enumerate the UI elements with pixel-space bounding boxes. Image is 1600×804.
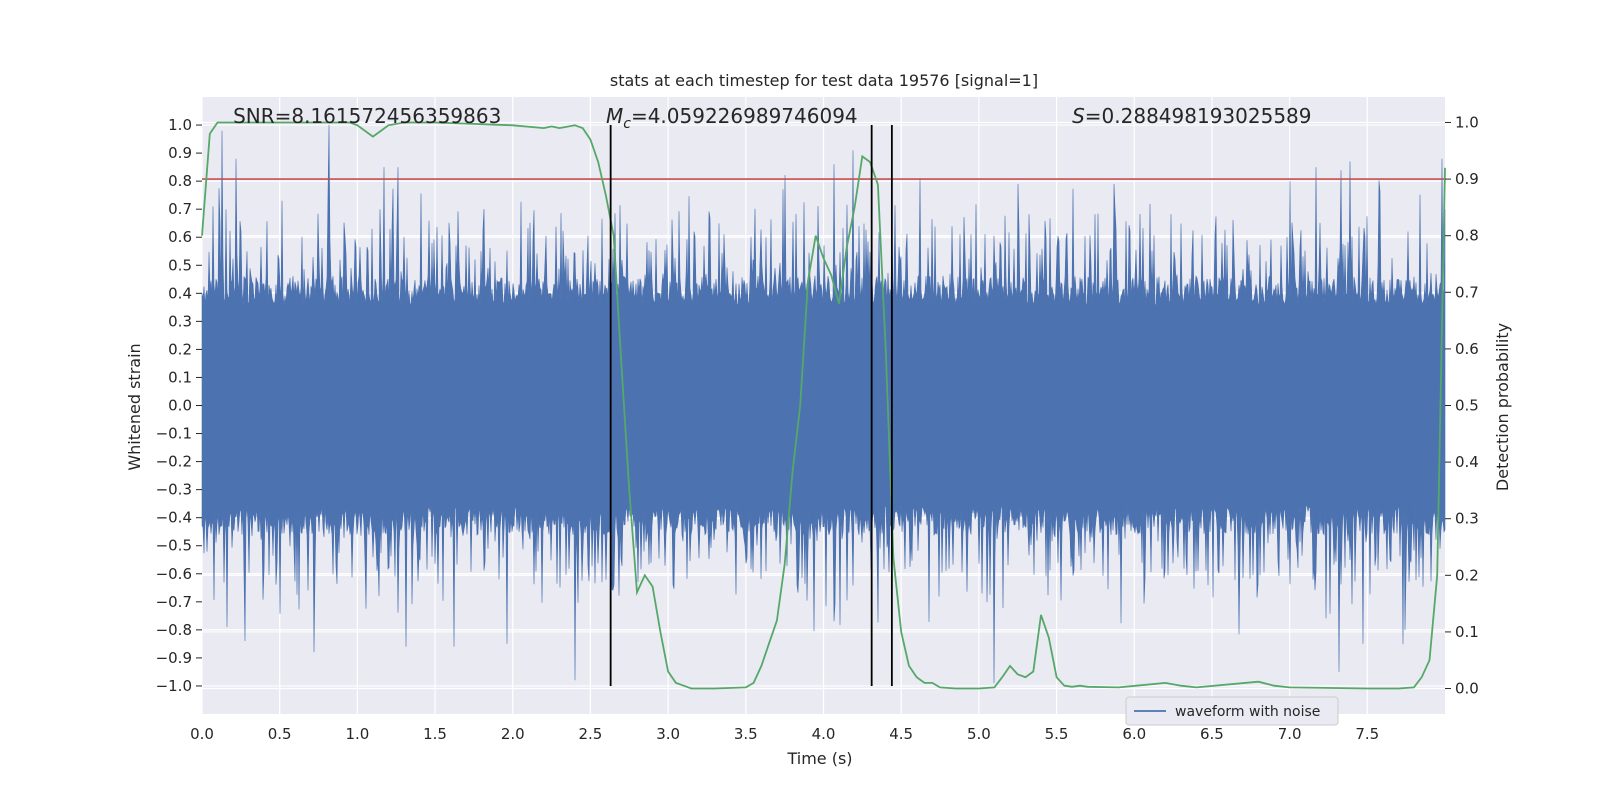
y-tick-label-2: −0.8 xyxy=(156,621,192,639)
y2-tick-label-7: 0.7 xyxy=(1455,283,1479,301)
y-tick-label-7: −0.3 xyxy=(156,481,192,499)
y-tick-label-0: −1.0 xyxy=(156,677,192,695)
x-tick-label-12: 6.0 xyxy=(1122,725,1146,743)
x-axis-ticks: 0.0 0.5 1.0 1.5 2.0 2.5 3.0 3.5 4.0 4.5 5.0 5.5 6.0 6… xyxy=(190,725,1379,743)
y2-tick-label-4: 0.4 xyxy=(1455,453,1479,471)
x-tick-label-0: 0.0 xyxy=(190,725,214,743)
x-tick-label-3: 1.5 xyxy=(423,725,447,743)
y2-tick-label-6: 0.6 xyxy=(1455,340,1479,358)
chirp-mass-subscript: c xyxy=(623,116,631,132)
legend-label-waveform: waveform with noise xyxy=(1175,704,1320,720)
probability-layer xyxy=(201,121,1446,690)
detection-probability-line xyxy=(201,121,1446,690)
annotation-s-statistic: S=0.288498193025589 xyxy=(1072,104,1311,128)
legend-box xyxy=(1125,696,1339,726)
y-tick-label-6: −0.4 xyxy=(156,509,192,527)
y-tick-label-4: −0.6 xyxy=(156,565,192,583)
chirp-mass-value: =4.059226989746094 xyxy=(631,104,858,128)
s-symbol: S xyxy=(1072,104,1085,128)
y-tick-label-17: 0.7 xyxy=(168,200,192,218)
x-tick-label-9: 4.5 xyxy=(889,725,913,743)
x-axis-label: Time (s) xyxy=(786,749,852,768)
y2-tick-label-9: 0.9 xyxy=(1455,170,1479,188)
x-tick-label-5: 2.5 xyxy=(579,725,603,743)
y-axis-label: Whitened strain xyxy=(125,343,144,470)
y2-tick-label-1: 0.1 xyxy=(1455,623,1479,641)
s-value: =0.288498193025589 xyxy=(1085,104,1312,128)
annotation-snr: SNR=8.161572456359863 xyxy=(233,104,501,128)
y-tick-label-5: −0.5 xyxy=(156,537,192,555)
y-tick-label-8: −0.2 xyxy=(156,453,192,471)
y2-tick-label-8: 0.8 xyxy=(1455,227,1479,245)
y-tick-label-1: −0.9 xyxy=(156,649,192,667)
x-tick-label-10: 5.0 xyxy=(967,725,991,743)
y-tick-label-16: 0.6 xyxy=(168,228,192,246)
y2-tick-label-2: 0.2 xyxy=(1455,566,1479,584)
x-tick-label-14: 7.0 xyxy=(1278,725,1302,743)
chirp-mass-symbol: M xyxy=(606,104,623,128)
y-tick-label-3: −0.7 xyxy=(156,593,192,611)
y-tick-label-9: −0.1 xyxy=(156,425,192,443)
y2-tick-label-10: 1.0 xyxy=(1455,113,1479,131)
x-tick-label-4: 2.0 xyxy=(501,725,525,743)
y2-tick-label-3: 0.3 xyxy=(1455,510,1479,528)
y2-tick-label-0: 0.0 xyxy=(1455,680,1479,698)
y-tick-label-12: 0.2 xyxy=(168,340,192,358)
legend: waveform with noise xyxy=(1125,696,1339,726)
x-tick-label-8: 4.0 xyxy=(812,725,836,743)
vlines-layer xyxy=(609,125,893,686)
x-tick-label-7: 3.5 xyxy=(734,725,758,743)
y-axis-ticks: −1.0 −0.9 −0.8 −0.7 −0.6 −0.5 −0.4 −0.3 −0.2 −0.1… xyxy=(156,116,202,695)
chart-title: stats at each timestep for test data 195… xyxy=(610,71,1038,90)
annotation-chirp-mass: Mc=4.059226989746094 xyxy=(606,104,858,132)
y-tick-label-11: 0.1 xyxy=(168,368,192,386)
y2-axis-ticks: 0.0 0.1 0.2 0.3 0.4 0.5 0.6 0.7 0.8 0.9 1.0 xyxy=(1445,113,1479,698)
x-tick-label-1: 0.5 xyxy=(268,725,292,743)
x-tick-label-6: 3.0 xyxy=(656,725,680,743)
x-tick-label-11: 5.5 xyxy=(1045,725,1069,743)
y-tick-label-19: 0.9 xyxy=(168,144,192,162)
x-tick-label-15: 7.5 xyxy=(1355,725,1379,743)
x-tick-label-13: 6.5 xyxy=(1200,725,1224,743)
y-tick-label-18: 0.8 xyxy=(168,172,192,190)
y-tick-label-13: 0.3 xyxy=(168,312,192,330)
y-tick-label-10: 0.0 xyxy=(168,397,192,415)
y-tick-label-15: 0.5 xyxy=(168,256,192,274)
x-tick-label-2: 1.0 xyxy=(345,725,369,743)
y2-tick-label-5: 0.5 xyxy=(1455,397,1479,415)
y-tick-label-14: 0.4 xyxy=(168,284,192,302)
y-tick-label-20: 1.0 xyxy=(168,116,192,134)
y2-axis-label: Detection probability xyxy=(1493,323,1512,491)
